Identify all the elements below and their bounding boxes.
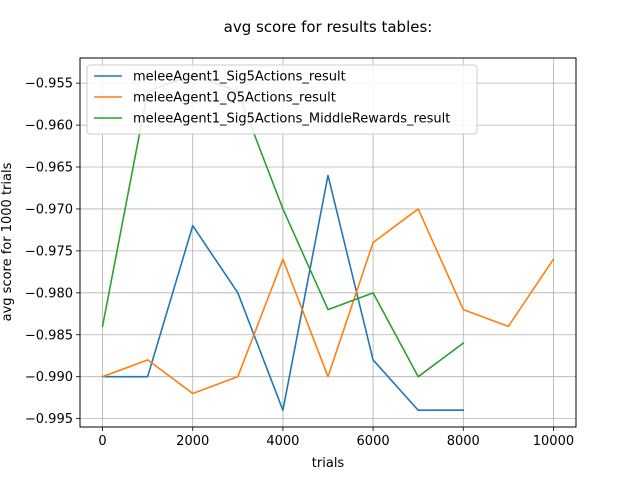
chart-title: avg score for results tables:: [224, 18, 433, 36]
y-tick-label: −0.995: [25, 412, 73, 427]
plot-frame: [79, 57, 577, 428]
y-tick-label: −0.970: [25, 202, 73, 217]
legend-label: meleeAgent1_Sig5Actions_result: [133, 70, 346, 85]
x-axis-label: trials: [312, 456, 345, 471]
x-tick-label: 0: [98, 434, 106, 449]
x-tick-label: 6000: [357, 434, 390, 449]
y-tick-label: −0.985: [25, 328, 73, 343]
x-tick-label: 4000: [266, 434, 299, 449]
series-line-1: [101, 174, 465, 412]
x-tick-label: 8000: [447, 434, 480, 449]
y-tick-label: −0.965: [25, 161, 73, 176]
y-tick-label: −0.990: [25, 370, 73, 385]
y-tick-label: −0.975: [25, 244, 73, 259]
legend: meleeAgent1_Sig5Actions_result meleeAgent…: [86, 64, 478, 135]
plot-area: 0 2000 4000 6000 8000 10000 −0.995 −0.990 −0.98…: [25, 57, 577, 449]
x-tick-label: 2000: [176, 434, 209, 449]
y-tick-label: −0.960: [25, 119, 73, 134]
x-axis: 0 2000 4000 6000 8000 10000: [98, 427, 574, 449]
y-axis-label: avg score for 1000 trials: [0, 162, 15, 321]
x-tick-label: 10000: [533, 434, 574, 449]
legend-box: [86, 64, 478, 135]
series-line-2: [101, 208, 555, 395]
y-tick-label: −0.980: [25, 286, 73, 301]
y-tick-label: −0.955: [25, 77, 73, 92]
y-axis: −0.995 −0.990 −0.985 −0.980 −0.975 −0.970 −0.9…: [25, 77, 80, 427]
legend-label: meleeAgent1_Q5Actions_result: [133, 91, 336, 106]
legend-label: meleeAgent1_Sig5Actions_MiddleRewards_re…: [133, 112, 450, 127]
